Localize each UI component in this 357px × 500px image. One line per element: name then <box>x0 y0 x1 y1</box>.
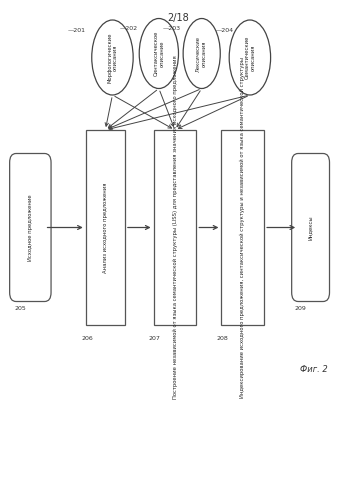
Text: Исходное предложение: Исходное предложение <box>28 194 33 261</box>
Text: Индексирование исходного предложения, синтаксической структуры и независимой от : Индексирование исходного предложения, си… <box>240 57 245 398</box>
Text: —202: —202 <box>120 26 138 31</box>
Text: Фиг. 2: Фиг. 2 <box>300 366 328 374</box>
FancyBboxPatch shape <box>292 154 330 302</box>
Text: —203: —203 <box>162 26 181 31</box>
Text: 205: 205 <box>15 306 26 311</box>
Text: 206: 206 <box>82 336 93 342</box>
Text: Построение независимой от языка семантической структуры (LISS) для представления: Построение независимой от языка семантич… <box>172 56 177 400</box>
Text: Анализ исходного предложения: Анализ исходного предложения <box>103 182 108 273</box>
Text: 2/18: 2/18 <box>168 12 189 22</box>
Ellipse shape <box>183 18 220 88</box>
Bar <box>154 130 196 325</box>
Text: Индексы: Индексы <box>308 215 313 240</box>
Ellipse shape <box>92 20 133 95</box>
Ellipse shape <box>229 20 271 95</box>
Text: 208: 208 <box>217 336 228 342</box>
Text: Синтаксическое
описание: Синтаксическое описание <box>154 31 164 76</box>
Text: Лексические
описания: Лексические описания <box>196 36 207 72</box>
Text: 209: 209 <box>295 306 307 311</box>
Text: Семантические
описания: Семантические описания <box>245 36 255 79</box>
Text: —204: —204 <box>216 28 234 34</box>
Text: —201: —201 <box>68 28 86 32</box>
Text: 207: 207 <box>148 336 160 342</box>
Bar <box>86 130 125 325</box>
Text: Морфологические
описания: Морфологические описания <box>107 32 118 82</box>
FancyBboxPatch shape <box>10 154 51 302</box>
Bar <box>221 130 264 325</box>
Ellipse shape <box>139 18 178 88</box>
